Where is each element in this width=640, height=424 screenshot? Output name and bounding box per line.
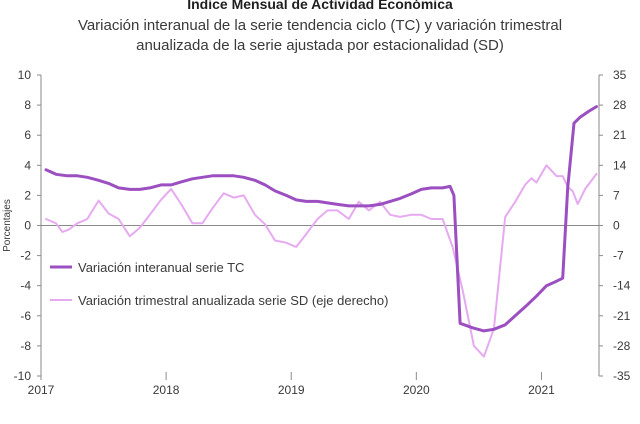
y-axis-label: Porcentajes [2, 199, 13, 252]
x-tick-label: 2021 [528, 383, 555, 397]
series-line-sd [45, 164, 598, 358]
series-lines [44, 105, 598, 358]
right-tick-label: 0 [613, 219, 620, 233]
legend: Variación interanual serie TC Variación t… [50, 260, 388, 308]
legend-label-sd: Variación trimestral anualizada serie SD… [78, 293, 388, 308]
axes: -10 -8 -6 -4 -2 0 2 4 6 8 10 -35 -28 -21 -14 -7 0 7 14 21 28… [2, 68, 631, 397]
x-tick-label: 2019 [278, 383, 305, 397]
left-tick-label: -6 [20, 309, 31, 323]
right-tick-label: 14 [613, 158, 627, 172]
right-tick-label: -35 [613, 369, 631, 383]
right-tick-label: -14 [613, 279, 631, 293]
subtitle-line-2: anualizada de la serie ajustada por esta… [136, 37, 504, 54]
right-tick-label: -28 [613, 339, 631, 353]
right-tick-label: 28 [613, 98, 627, 112]
left-tick-label: 2 [24, 188, 31, 202]
chart-title: Indice Mensual de Actividad Económica [187, 0, 453, 12]
chart-subtitle: Variación interanual de la serie tendenc… [0, 16, 640, 56]
x-tick-label: 2020 [403, 383, 430, 397]
left-tick-label: 10 [18, 68, 32, 82]
right-tick-label: 35 [613, 68, 627, 82]
legend-label-tc: Variación interanual serie TC [78, 260, 244, 275]
x-tick-label: 2017 [28, 383, 55, 397]
left-tick-label: 4 [24, 158, 31, 172]
right-tick-label: -21 [613, 309, 631, 323]
left-tick-label: -4 [20, 279, 31, 293]
left-tick-label: -10 [14, 369, 32, 383]
right-tick-label: 7 [613, 188, 620, 202]
series-line-tc [44, 105, 598, 333]
x-tick-label: 2018 [153, 383, 180, 397]
right-tick-label: 21 [613, 128, 627, 142]
subtitle-line-1: Variación interanual de la serie tendenc… [77, 17, 563, 34]
left-tick-label: 8 [24, 98, 31, 112]
left-tick-label: 6 [24, 128, 31, 142]
left-tick-label: -8 [20, 339, 31, 353]
right-tick-label: -7 [613, 249, 624, 263]
left-tick-label: 0 [24, 219, 31, 233]
left-tick-label: -2 [20, 249, 31, 263]
